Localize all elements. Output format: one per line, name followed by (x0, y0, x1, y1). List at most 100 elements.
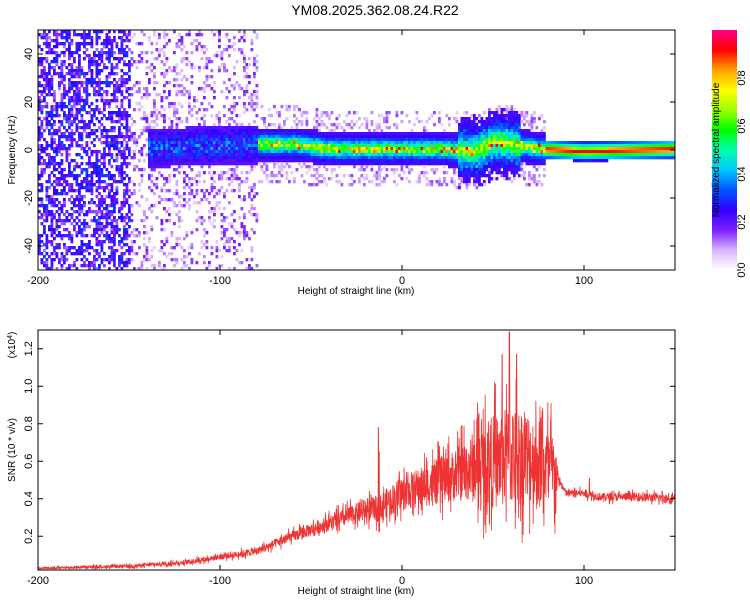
spectrogram-cell (43, 207, 46, 211)
spectrogram-cell (80, 144, 84, 148)
spectrogram-cell (63, 147, 66, 151)
spectrogram-cell (105, 213, 109, 217)
spectrogram-cell (320, 141, 324, 145)
spectrogram-cell (423, 171, 426, 175)
spectrogram-cell (158, 51, 161, 55)
spectrogram-cell (228, 201, 231, 205)
spectrogram-cell (153, 147, 156, 151)
spectrogram-cell (488, 132, 491, 136)
spectrogram-cell (95, 210, 99, 214)
spectrogram-cell (463, 180, 466, 184)
spectrogram-cell (433, 123, 436, 127)
spectrogram-cell (170, 159, 174, 163)
spectrogram-cell (65, 159, 69, 163)
spectrogram-cell (228, 141, 231, 145)
spectrogram-cell (150, 132, 154, 136)
spectrogram-cell (153, 81, 156, 85)
spectrogram-cell (195, 111, 199, 115)
spectrogram-cell (533, 147, 536, 151)
spectrogram-cell (83, 186, 86, 190)
spectrogram-cell (210, 159, 214, 163)
spectrogram-cell (313, 168, 316, 172)
spectrogram-cell (163, 30, 166, 34)
spectrogram-cell (120, 153, 124, 157)
spectrogram-cell (205, 159, 209, 163)
spectrogram-cell (403, 144, 406, 148)
spectrogram-cell (475, 132, 479, 136)
spectrogram-cell (483, 159, 486, 163)
spectrogram-cell (80, 138, 84, 142)
spectrogram-cell (100, 231, 104, 235)
spectrogram-cell (278, 156, 281, 160)
spectrogram-cell (225, 132, 229, 136)
spectrogram-cell (343, 132, 346, 136)
spectrogram-cell (240, 153, 244, 157)
spectrogram-cell (175, 150, 179, 154)
spectrogram-cell (218, 177, 221, 181)
spectrogram-cell (348, 156, 351, 160)
spectrogram-cell (45, 264, 49, 268)
spectrogram-cell (480, 156, 484, 160)
spectrogram-cell (70, 66, 74, 70)
spectrogram-cell (85, 246, 89, 250)
spectrogram-cell (348, 135, 351, 139)
spectrogram-cell (98, 222, 101, 226)
spectrogram-cell (225, 33, 229, 37)
spectrogram-cell (205, 78, 209, 82)
spectrogram-cell (528, 141, 531, 145)
spectrogram-cell (68, 51, 71, 55)
spectrogram-cell (103, 99, 106, 103)
spectrogram-cell (505, 156, 509, 160)
spectrogram-cell (193, 162, 196, 166)
spectrogram-cell (390, 132, 394, 136)
spectrogram-cell (498, 108, 501, 112)
spectrogram-cell (60, 258, 64, 262)
spectrogram-cell (103, 81, 106, 85)
spectrogram-cell (93, 54, 96, 58)
spectrogram-cell (375, 153, 379, 157)
spectrogram-cell (80, 36, 84, 40)
spectrogram-cell (155, 186, 159, 190)
spectrogram-cell (103, 153, 106, 157)
spectrogram-cell (160, 162, 164, 166)
spectrogram-cell (233, 138, 236, 142)
spectrogram-cell (253, 102, 256, 106)
spectrogram-cell (245, 171, 249, 175)
spectrogram-cell (190, 192, 194, 196)
spectrogram-cell (100, 258, 104, 262)
spectrogram-cell (60, 183, 64, 187)
spectrogram-cell (115, 138, 119, 142)
spectrogram-cell (150, 150, 154, 154)
spectrogram-cell (360, 123, 364, 127)
spectrogram-cell (258, 138, 261, 142)
spectrogram-cell (243, 105, 246, 109)
spectrogram-cell (140, 117, 144, 121)
spectrogram-cell (210, 129, 214, 133)
spectrogram-cell (128, 60, 131, 64)
spectrogram-cell (250, 108, 254, 112)
spectrogram-cell (230, 126, 234, 130)
spectrogram-cell (263, 141, 266, 145)
spectrogram-cell (50, 231, 54, 235)
spectrogram-cell (465, 144, 469, 148)
spectrogram-cell (423, 162, 426, 166)
spectrogram-cell (333, 123, 336, 127)
spectrogram-cell (73, 90, 76, 94)
spectrogram-cell (95, 63, 99, 67)
spectrogram-cell (478, 114, 481, 118)
spectrogram-cell (158, 153, 161, 157)
spectrogram-cell (445, 114, 449, 118)
spectrogram-cell (405, 150, 409, 154)
spectrogram-cell (495, 129, 499, 133)
spectrogram-cell (328, 144, 331, 148)
spectrogram-cell (53, 231, 56, 235)
spectrogram-cell (453, 117, 456, 121)
spectrogram-cell (155, 129, 159, 133)
spectrogram-cell (60, 102, 64, 106)
spectrogram-cell (513, 141, 516, 145)
spectrogram-cell (120, 99, 124, 103)
spectrogram-cell (335, 141, 339, 145)
spectrogram-cell (85, 243, 89, 247)
spectrogram-cell (250, 165, 254, 169)
spectrogram-cell (523, 135, 526, 139)
